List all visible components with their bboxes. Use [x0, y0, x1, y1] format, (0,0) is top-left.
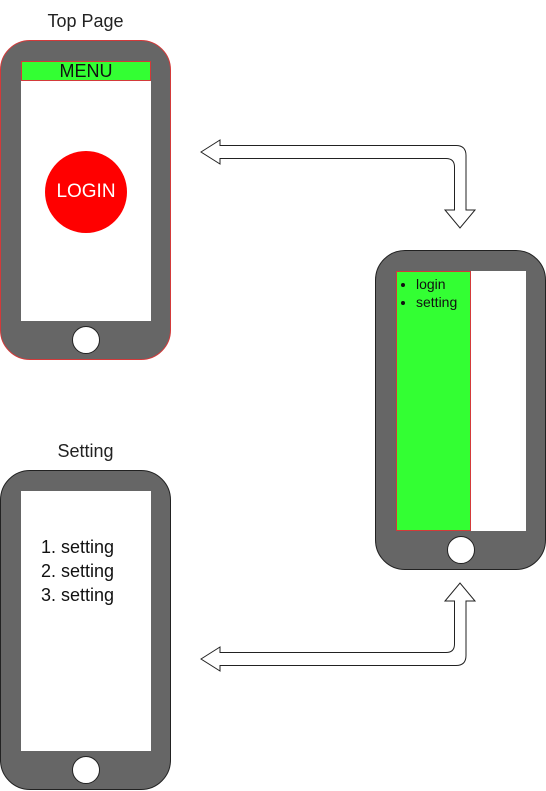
arrow-setting-to-menu — [200, 582, 477, 672]
setting-item-2[interactable]: 2. setting — [41, 561, 115, 581]
menu-item-login[interactable]: login — [416, 275, 470, 293]
menu-list: login setting — [397, 275, 470, 311]
top-page-title: Top Page — [47, 11, 124, 31]
setting-page-screen: 1. setting 2. setting 3. setting — [21, 491, 151, 751]
menu-button[interactable]: MENU — [21, 61, 151, 81]
setting-page-phone: 1. setting 2. setting 3. setting — [0, 470, 171, 790]
top-page-phone: MENU LOGIN — [0, 40, 171, 360]
setting-item-1[interactable]: 1. setting — [41, 537, 115, 557]
top-page-screen: MENU LOGIN — [21, 61, 151, 321]
setting-page-title: Setting — [57, 441, 114, 461]
home-button[interactable] — [447, 536, 475, 564]
menu-item-setting[interactable]: setting — [416, 293, 470, 311]
home-button[interactable] — [72, 756, 100, 784]
menu-drawer: login setting — [396, 271, 471, 531]
menu-drawer-screen: login setting — [396, 271, 526, 531]
arrow-top-to-menu — [200, 139, 477, 229]
login-button[interactable]: LOGIN — [45, 151, 127, 233]
setting-list: 1. setting 2. setting 3. setting — [41, 535, 114, 607]
home-button[interactable] — [72, 326, 100, 354]
menu-drawer-phone: login setting — [375, 250, 546, 570]
setting-item-3[interactable]: 3. setting — [41, 585, 115, 605]
